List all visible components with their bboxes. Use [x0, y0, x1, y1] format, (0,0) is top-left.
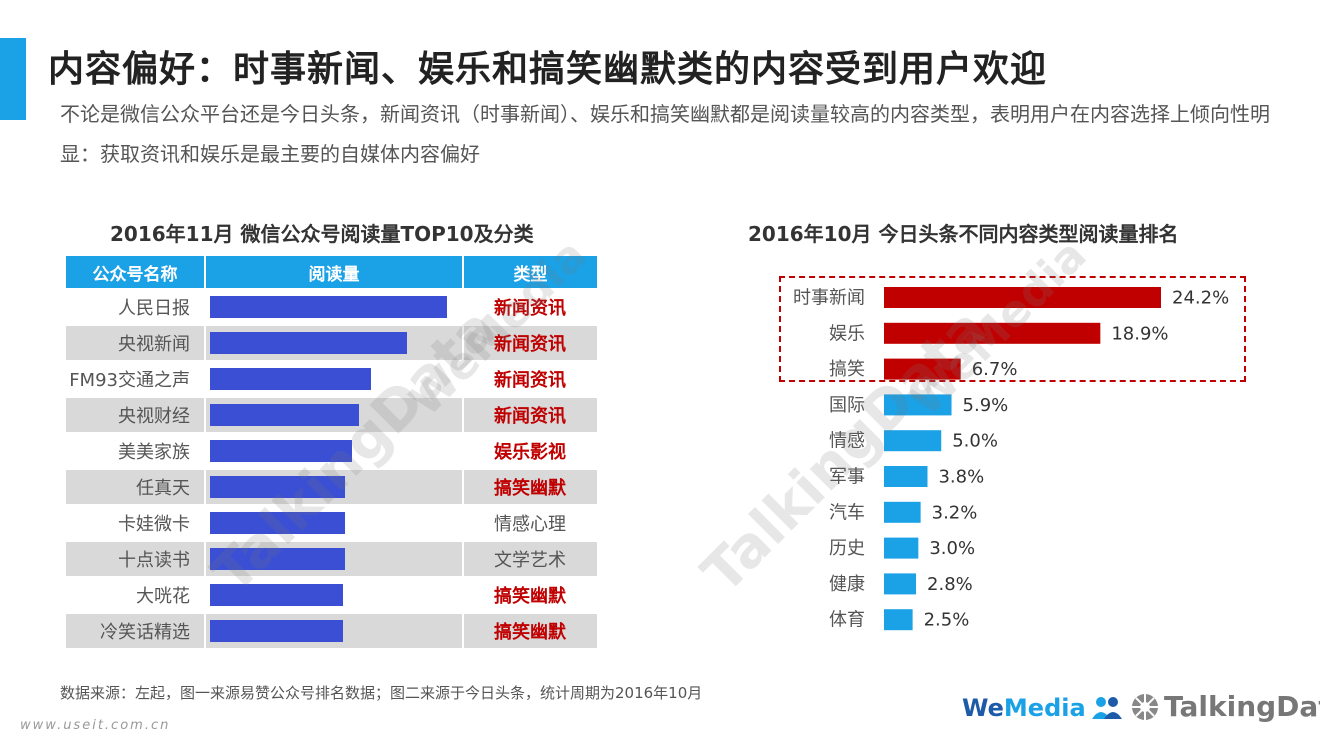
reads-bar — [210, 332, 407, 354]
category-label: 汽车 — [829, 502, 865, 523]
reads-bar — [210, 404, 360, 426]
category-label: 军事 — [829, 467, 865, 488]
col-header-reads: 阅读量 — [206, 256, 462, 288]
category-label: 娱乐 — [829, 323, 865, 344]
row-bar-cell — [206, 470, 462, 504]
row-category: 新闻资讯 — [494, 370, 566, 391]
value-bar — [884, 430, 942, 452]
row-bar-cell — [206, 398, 462, 432]
row-bar-cell — [206, 326, 462, 360]
value-bar — [884, 358, 961, 380]
row-name: FM93交通之声 — [69, 370, 190, 391]
row-name: 任真天 — [66, 470, 204, 504]
category-label: 搞笑 — [829, 359, 865, 380]
row-name: 十点读书 — [66, 542, 204, 576]
value-label: 3.0% — [929, 538, 975, 559]
row-category: 搞笑幽默 — [464, 470, 597, 504]
wemedia-logo: We Media — [962, 694, 1124, 722]
right-chart-title: 2016年10月 今日头条不同内容类型阅读量排名 — [748, 222, 1179, 246]
row-category: 文学艺术 — [464, 542, 597, 576]
row-bar-cell — [206, 362, 462, 396]
page-title: 内容偏好：时事新闻、娱乐和搞笑幽默类的内容受到用户欢迎 — [48, 49, 1048, 90]
row-category: 新闻资讯 — [464, 398, 597, 432]
row-bar-cell — [206, 542, 462, 576]
value-label: 2.5% — [924, 610, 970, 631]
category-label: 健康 — [829, 574, 865, 595]
talkingdata-logo: TalkingData — [1130, 690, 1320, 723]
row-bar-cell — [206, 290, 462, 324]
site-url: www.useit.com.cn — [20, 718, 171, 733]
title-accent-bar — [0, 38, 26, 120]
value-bar — [884, 573, 917, 595]
value-bar — [884, 537, 919, 559]
col-header-name: 公众号名称 — [66, 256, 204, 288]
value-label: 24.2% — [1172, 288, 1229, 309]
row-name: 人民日报 — [118, 298, 190, 319]
wemedia-logo-text-a: We — [962, 694, 1004, 722]
value-bar — [884, 466, 928, 487]
page-subtitle: 不论是微信公众平台还是今日头条，新闻资讯（时事新闻）、娱乐和搞笑幽默都是阅读量较… — [60, 102, 1270, 166]
row-name: 大咣花 — [136, 586, 190, 607]
value-bar — [884, 322, 1101, 344]
row-category: 新闻资讯 — [464, 326, 597, 360]
row-category: 搞笑幽默 — [494, 586, 566, 607]
people-icon — [1091, 697, 1122, 719]
category-label: 情感 — [829, 431, 865, 452]
category-label: 体育 — [829, 610, 865, 631]
value-bar — [884, 609, 913, 631]
value-label: 3.8% — [938, 467, 984, 488]
talkingdata-gear-icon — [1132, 693, 1158, 720]
reads-bar — [210, 548, 346, 570]
value-label: 3.2% — [932, 502, 978, 523]
talkingdata-logo-text: TalkingData — [1164, 690, 1320, 723]
category-label: 历史 — [829, 538, 865, 559]
row-category: 娱乐影视 — [494, 442, 566, 463]
row-name: 美美家族 — [118, 442, 190, 463]
value-label: 2.8% — [927, 574, 973, 595]
reads-bar — [210, 476, 346, 498]
value-bar — [884, 394, 952, 416]
value-label: 5.0% — [952, 431, 998, 452]
row-bar-cell — [206, 614, 462, 648]
left-chart-title: 2016年11月 微信公众号阅读量TOP10及分类 — [110, 222, 534, 246]
row-name: 央视财经 — [66, 398, 204, 432]
row-name: 冷笑话精选 — [66, 614, 204, 648]
reads-bar — [210, 512, 346, 534]
wemedia-logo-text-b: Media — [1003, 694, 1086, 722]
value-bar — [884, 287, 1161, 308]
value-bar — [884, 501, 921, 523]
value-label: 6.7% — [972, 359, 1018, 380]
data-source-note: 数据来源：左起，图一来源易赞公众号排名数据；图二来源于今日头条，统计周期为201… — [60, 684, 703, 702]
col-header-type: 类型 — [464, 256, 597, 288]
reads-bar — [210, 440, 353, 462]
row-category: 新闻资讯 — [494, 298, 566, 319]
category-label: 国际 — [829, 395, 865, 416]
row-category: 搞笑幽默 — [464, 614, 597, 648]
reads-bar — [210, 296, 447, 318]
row-bar-cell — [206, 434, 462, 468]
row-name: 央视新闻 — [66, 326, 204, 360]
row-name: 卡娃微卡 — [118, 514, 190, 535]
reads-bar — [210, 368, 372, 390]
row-category: 情感心理 — [494, 514, 566, 535]
category-label: 时事新闻 — [793, 288, 865, 309]
row-bar-cell — [206, 578, 462, 612]
top3-highlight-box — [779, 276, 1246, 382]
row-bar-cell — [206, 506, 462, 540]
value-label: 5.9% — [963, 395, 1009, 416]
reads-bar — [210, 620, 343, 642]
reads-bar — [210, 584, 343, 606]
value-label: 18.9% — [1111, 323, 1168, 344]
